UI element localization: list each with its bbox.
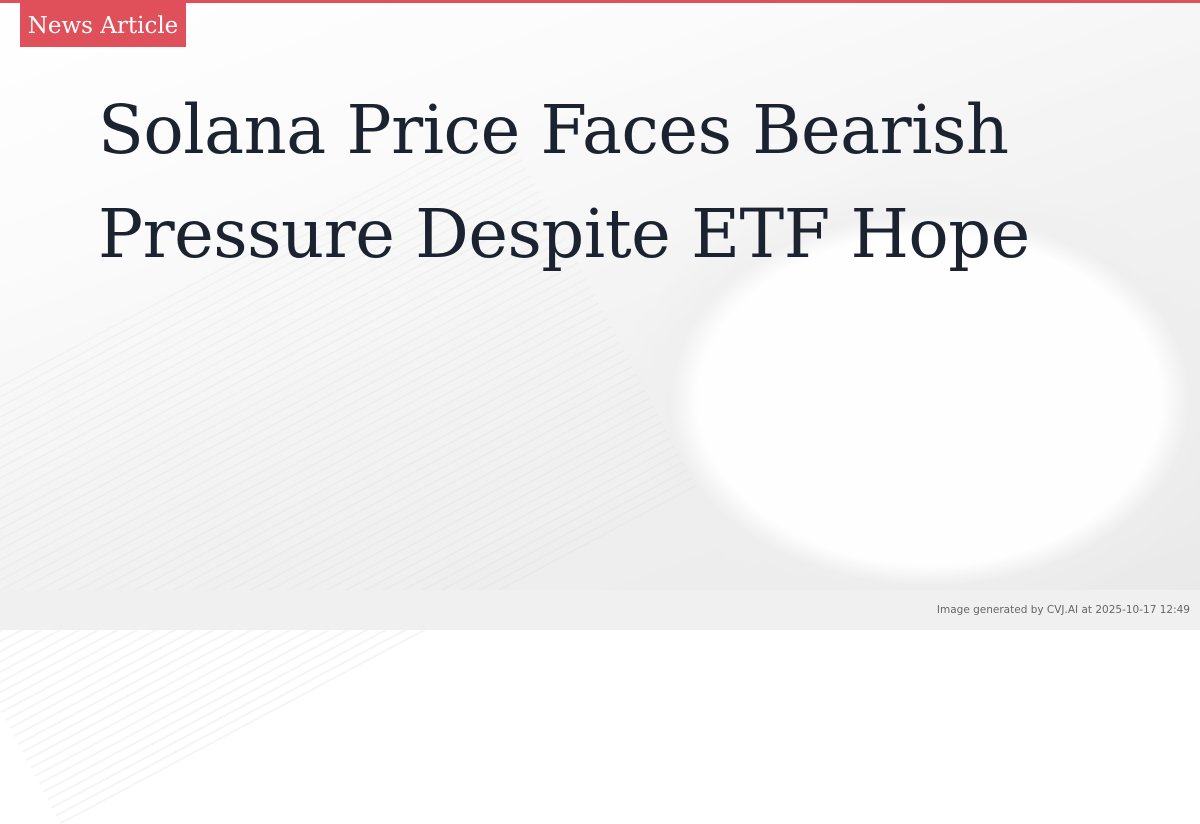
article-title: Solana Price Faces Bearish Pressure Desp…: [98, 91, 1030, 273]
background-overlay: [0, 0, 1200, 590]
background-image: [0, 0, 1200, 590]
generation-credit: Image generated by CVJ.AI at 2025-10-17 …: [936, 604, 1190, 616]
footer-bar: Image generated by CVJ.AI at 2025-10-17 …: [0, 590, 1200, 630]
category-badge: News Article: [20, 3, 186, 47]
top-accent-bar: [0, 0, 1200, 3]
